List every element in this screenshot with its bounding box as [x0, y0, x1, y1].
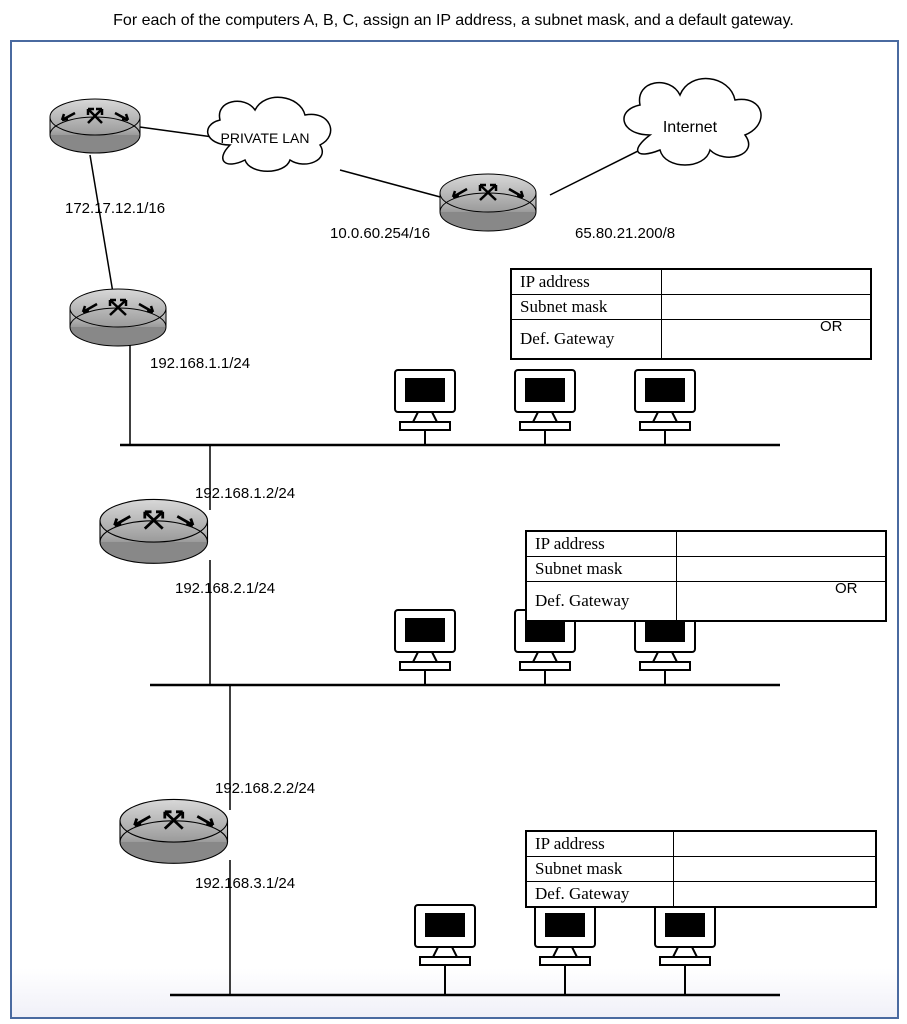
table-c-row2-label: Def. Gateway [527, 882, 674, 907]
label-10-0: 10.0.60.254/16 [330, 225, 430, 242]
table-c-row1-label: Subnet mask [527, 857, 674, 882]
label-192-1-2: 192.168.1.2/24 [195, 485, 295, 502]
table-b-row0-label: IP address [527, 532, 677, 557]
table-c-row2-value [674, 882, 876, 907]
page-title: For each of the computers A, B, C, assig… [0, 12, 907, 30]
label-192-3-1: 192.168.3.1/24 [195, 875, 295, 892]
cloud-internet-label: Internet [663, 119, 718, 136]
router-192-1 [70, 289, 166, 346]
label-65-80: 65.80.21.200/8 [575, 225, 675, 242]
config-table-a: IP address Subnet mask Def. Gateway [510, 268, 872, 360]
pc-c2 [535, 905, 595, 965]
router-top-left [50, 99, 140, 153]
host-c-label: C [678, 913, 692, 935]
pc-a2 [515, 370, 575, 430]
table-b-or: OR [835, 580, 858, 597]
host-a-label: A [658, 378, 672, 400]
cloud-private-lan: PRIVATE LAN [208, 97, 331, 171]
label-192-2-1: 192.168.2.1/24 [175, 580, 275, 597]
config-table-b: IP address Subnet mask Def. Gateway [525, 530, 887, 622]
table-a-row0-label: IP address [512, 270, 662, 295]
label-172-17: 172.17.12.1/16 [65, 200, 165, 217]
table-b-row1-value [677, 557, 886, 582]
cloud-internet: Internet [624, 79, 761, 165]
cloud-private-lan-label: PRIVATE LAN [221, 130, 310, 146]
table-c-row0-value [674, 832, 876, 857]
table-a-or: OR [820, 318, 843, 335]
table-b-row0-value [677, 532, 886, 557]
router-192-2 [100, 499, 208, 563]
table-b-row2-label: Def. Gateway [527, 582, 677, 621]
table-a-row1-value [662, 295, 871, 320]
router-192-3 [120, 799, 228, 863]
table-a-row0-value [662, 270, 871, 295]
pc-c1 [415, 905, 475, 965]
label-192-1-1: 192.168.1.1/24 [150, 355, 250, 372]
table-c-row1-value [674, 857, 876, 882]
table-b-row1-label: Subnet mask [527, 557, 677, 582]
pc-a1 [395, 370, 455, 430]
table-a-row1-label: Subnet mask [512, 295, 662, 320]
label-192-2-2: 192.168.2.2/24 [215, 780, 315, 797]
pc-b1 [395, 610, 455, 670]
config-table-c: IP address Subnet mask Def. Gateway [525, 830, 877, 908]
table-a-row2-label: Def. Gateway [512, 320, 662, 359]
router-top-center [440, 174, 536, 231]
table-c-row0-label: IP address [527, 832, 674, 857]
